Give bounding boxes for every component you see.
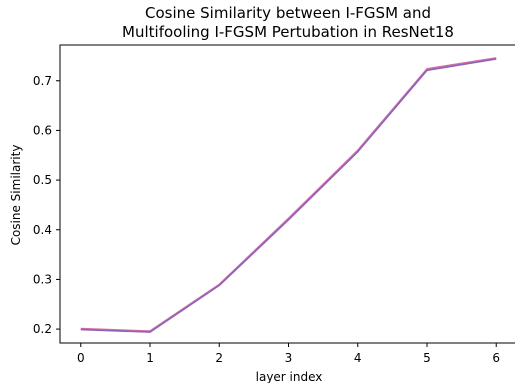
plot-area-frame [59,44,515,344]
y-tick-label: 0.6 [33,123,52,137]
y-tick-label: 0.4 [33,223,52,237]
x-axis-label: layer index [256,370,323,383]
x-axis-ticks: 0 1 2 3 4 5 6 [77,343,500,365]
chart-title-line-1: Cosine Similarity between I-FGSM and [145,4,431,22]
series-line-2 [80,58,497,333]
x-tick-label: 3 [285,351,293,365]
x-tick-label: 4 [354,351,362,365]
y-tick-label: 0.5 [33,173,52,187]
x-tick-label: 2 [215,351,223,365]
x-tick-label: 5 [423,351,431,365]
x-tick-label: 0 [77,351,85,365]
x-tick-label: 1 [146,351,154,365]
series-layer [80,57,497,333]
series-line-1 [80,57,497,332]
y-axis-label: Cosine Similarity [9,145,23,246]
x-tick-label: 6 [492,351,500,365]
y-tick-label: 0.2 [33,322,52,336]
y-tick-label: 0.3 [33,272,52,286]
y-axis-ticks: 0.2 0.3 0.4 0.5 0.6 0.7 [33,74,60,336]
y-tick-label: 0.7 [33,74,52,88]
chart-title-line-2: Multifooling I-FGSM Pertubation in ResNe… [122,23,454,41]
